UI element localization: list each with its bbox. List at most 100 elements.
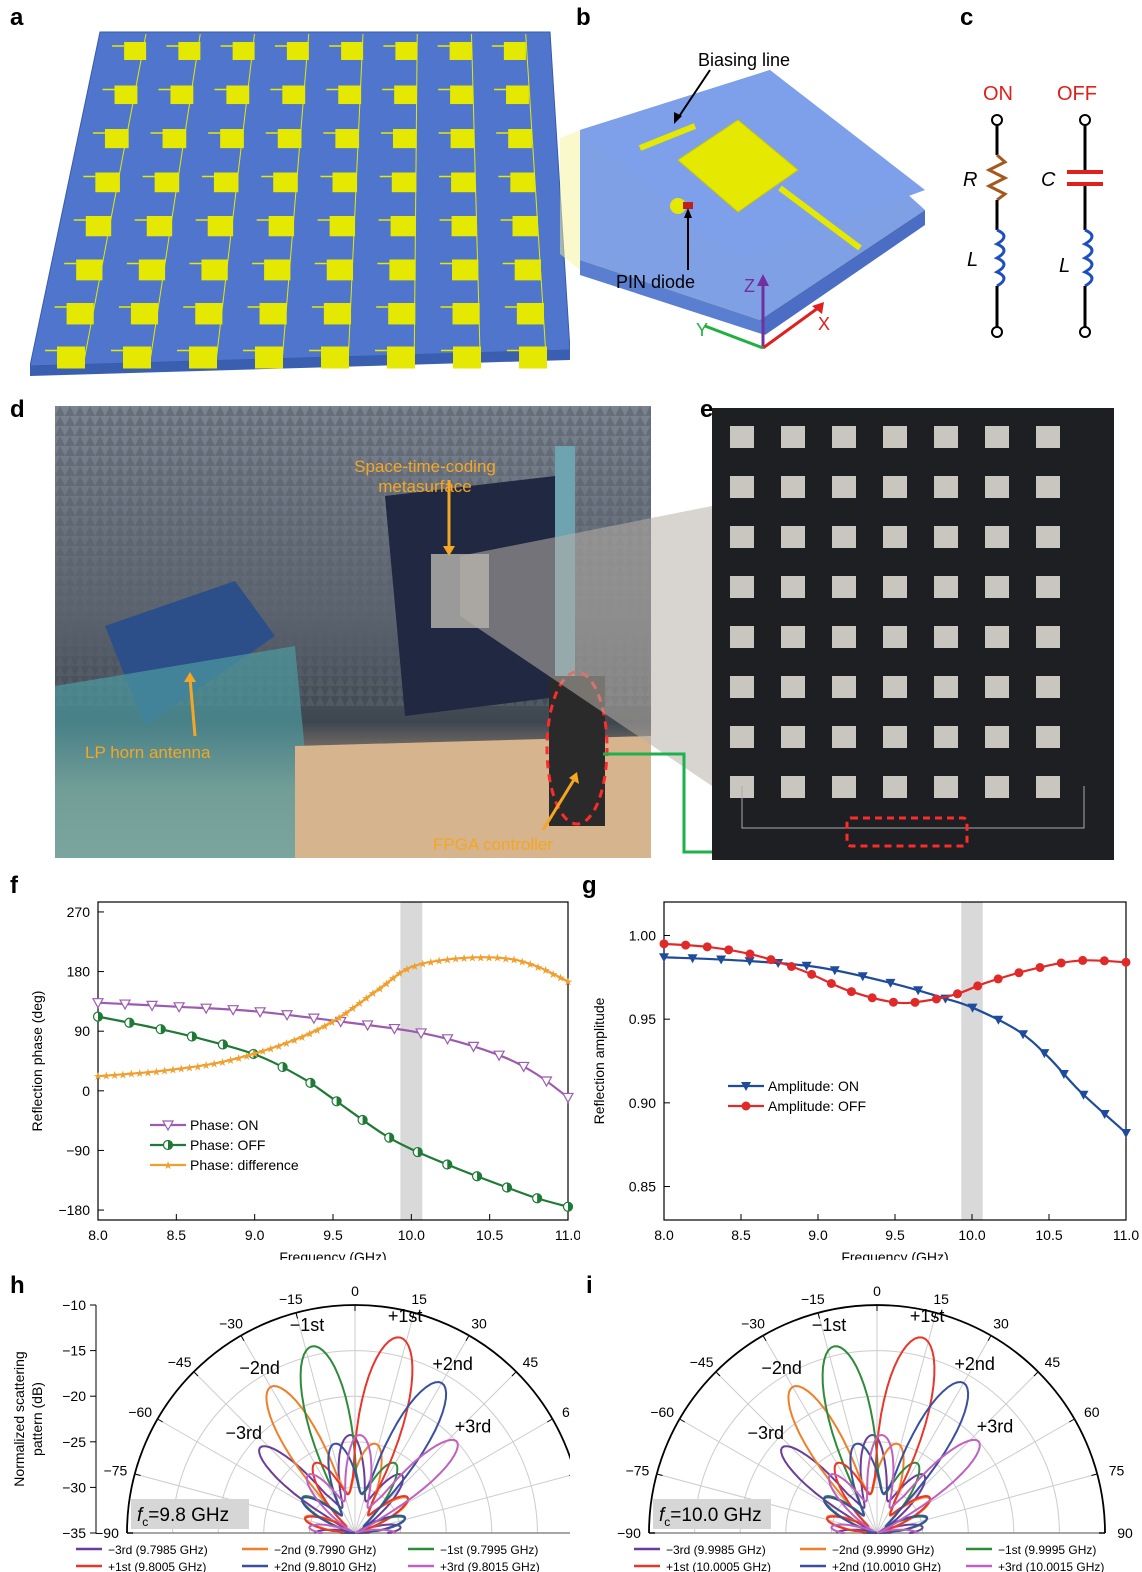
data-point [826,979,836,989]
data-point [888,997,898,1007]
array-patch [388,303,416,325]
data-point: ★ [459,953,469,965]
data-point [973,981,983,991]
data-point-fill [191,1031,197,1041]
array-cells [45,33,547,369]
scattering-pattern-polar-i: −90 −75 −60 −45 −30 −15 0 15 30 45 60 75 90 −3rd −2nd −… [617,1285,1133,1572]
data-point: ★ [163,1160,173,1172]
data-point [119,999,132,1011]
axis-y-label: Y [696,320,708,340]
data-point [388,1023,401,1035]
r-tick-label: −20 [62,1388,86,1404]
data-point: ★ [442,954,452,966]
data-point-fill [129,1018,134,1028]
data-point [415,1028,428,1040]
fc-symbol: f [137,1505,144,1526]
fabricated-patch [1036,426,1060,448]
data-point [1056,958,1066,968]
data-point [254,1007,267,1019]
data-point: ★ [226,1055,236,1067]
fc-badge [653,1499,771,1529]
data-point [967,1003,978,1013]
fabricated-patch [1036,626,1060,648]
panel-label-f: f [10,872,18,899]
data-point: ★ [410,961,420,973]
array-patch [503,42,526,60]
data-point: ★ [201,1060,211,1072]
array-patch [146,216,173,237]
array-patch [162,129,187,149]
data-point [857,972,868,982]
array-patch [451,172,476,193]
angle-tick-label: 75 [1109,1462,1125,1478]
fabricated-metasurface-photo [712,408,1114,860]
array-patch [232,42,255,60]
data-point [931,994,941,1004]
r-tick-label: −25 [62,1434,86,1450]
array-patch [277,129,302,149]
array-patch [341,42,364,60]
data-point-fill [568,1202,573,1212]
fabricated-patch [934,676,958,698]
fabricated-patch [883,726,907,748]
angle-tick-label: −75 [626,1462,650,1478]
data-point: ★ [548,969,558,981]
r-tick-label: −35 [62,1525,86,1541]
data-point-fill [222,1040,228,1050]
data-point [561,1092,575,1104]
data-point [361,1020,374,1032]
fabricated-patch [781,576,805,598]
fabricated-patch [832,426,856,448]
data-point: ★ [118,1069,128,1081]
data-point: ★ [334,1013,344,1025]
inductor-label-off: L [1059,255,1070,277]
fabricated-patch [781,426,805,448]
panel-label-e: e [700,396,714,423]
shaded-band [400,902,423,1220]
panel-label-g: g [582,872,597,899]
fabricated-patch [1036,726,1060,748]
angle-tick-label: 30 [471,1315,487,1331]
data-point [724,945,734,955]
reflection-amplitude-chart: 8.0 8.5 9.0 9.5 10.0 10.5 11.0 1.00 0.95 0.90 0.85… [591,901,1139,1260]
angle-tick-label: −90 [95,1525,119,1541]
fabricated-patch [781,626,805,648]
fabricated-patch [985,776,1009,798]
fabricated-patch [883,776,907,798]
fc-symbol: f [659,1505,666,1526]
x-axis-label: Frequency (GHz) [841,1249,948,1260]
order-label: +3rd [977,1417,1014,1437]
legend-entry: +1st (9.8005 GHz) [108,1560,206,1572]
legend-entry: −3rd (9.7985 GHz) [108,1543,208,1557]
fabricated-patch [832,776,856,798]
array-patch [138,259,166,281]
polar-tick [547,1418,553,1423]
array-patch [394,85,418,105]
data-point-fill [389,1133,394,1143]
series-line [97,956,569,1078]
angle-tick-label: −60 [128,1404,152,1420]
data-point: ★ [484,952,494,964]
fabricated-patch [883,526,907,548]
array-patch [85,216,112,237]
data-point [146,1000,159,1012]
polar-tick [134,1473,141,1477]
data-point: ★ [451,954,461,966]
array-patch [508,129,532,149]
fabricated-patch [781,526,805,548]
data-point-fill [310,1078,315,1088]
data-point: ★ [266,1043,276,1055]
angle-tick-label: 15 [933,1291,949,1307]
polar-grid-arc [126,1304,570,1534]
data-point: ★ [209,1059,219,1071]
data-point [1099,956,1109,966]
data-point-fill [362,1115,368,1125]
data-point [867,993,877,1003]
data-point-fill [98,1012,103,1022]
polar-lobe [305,1433,459,1534]
data-point [467,1041,480,1053]
angle-tick-label: 15 [411,1291,427,1307]
fabricated-patch [985,676,1009,698]
x-tick-label: 8.5 [731,1227,751,1243]
array-patch [387,346,415,369]
